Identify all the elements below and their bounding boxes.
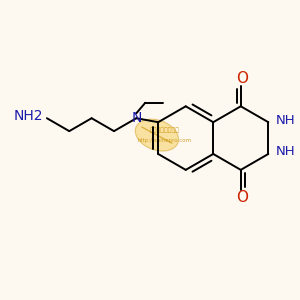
Text: N: N: [131, 111, 142, 125]
Text: O: O: [236, 190, 248, 205]
Text: O: O: [236, 71, 248, 86]
Text: NH2: NH2: [14, 109, 43, 123]
Ellipse shape: [135, 119, 178, 151]
Text: http://shinepro.com: http://shinepro.com: [138, 138, 192, 142]
Text: 用品及实验室超市: 用品及实验室超市: [150, 127, 180, 133]
Text: NH: NH: [276, 146, 296, 158]
Text: NH: NH: [276, 114, 296, 127]
